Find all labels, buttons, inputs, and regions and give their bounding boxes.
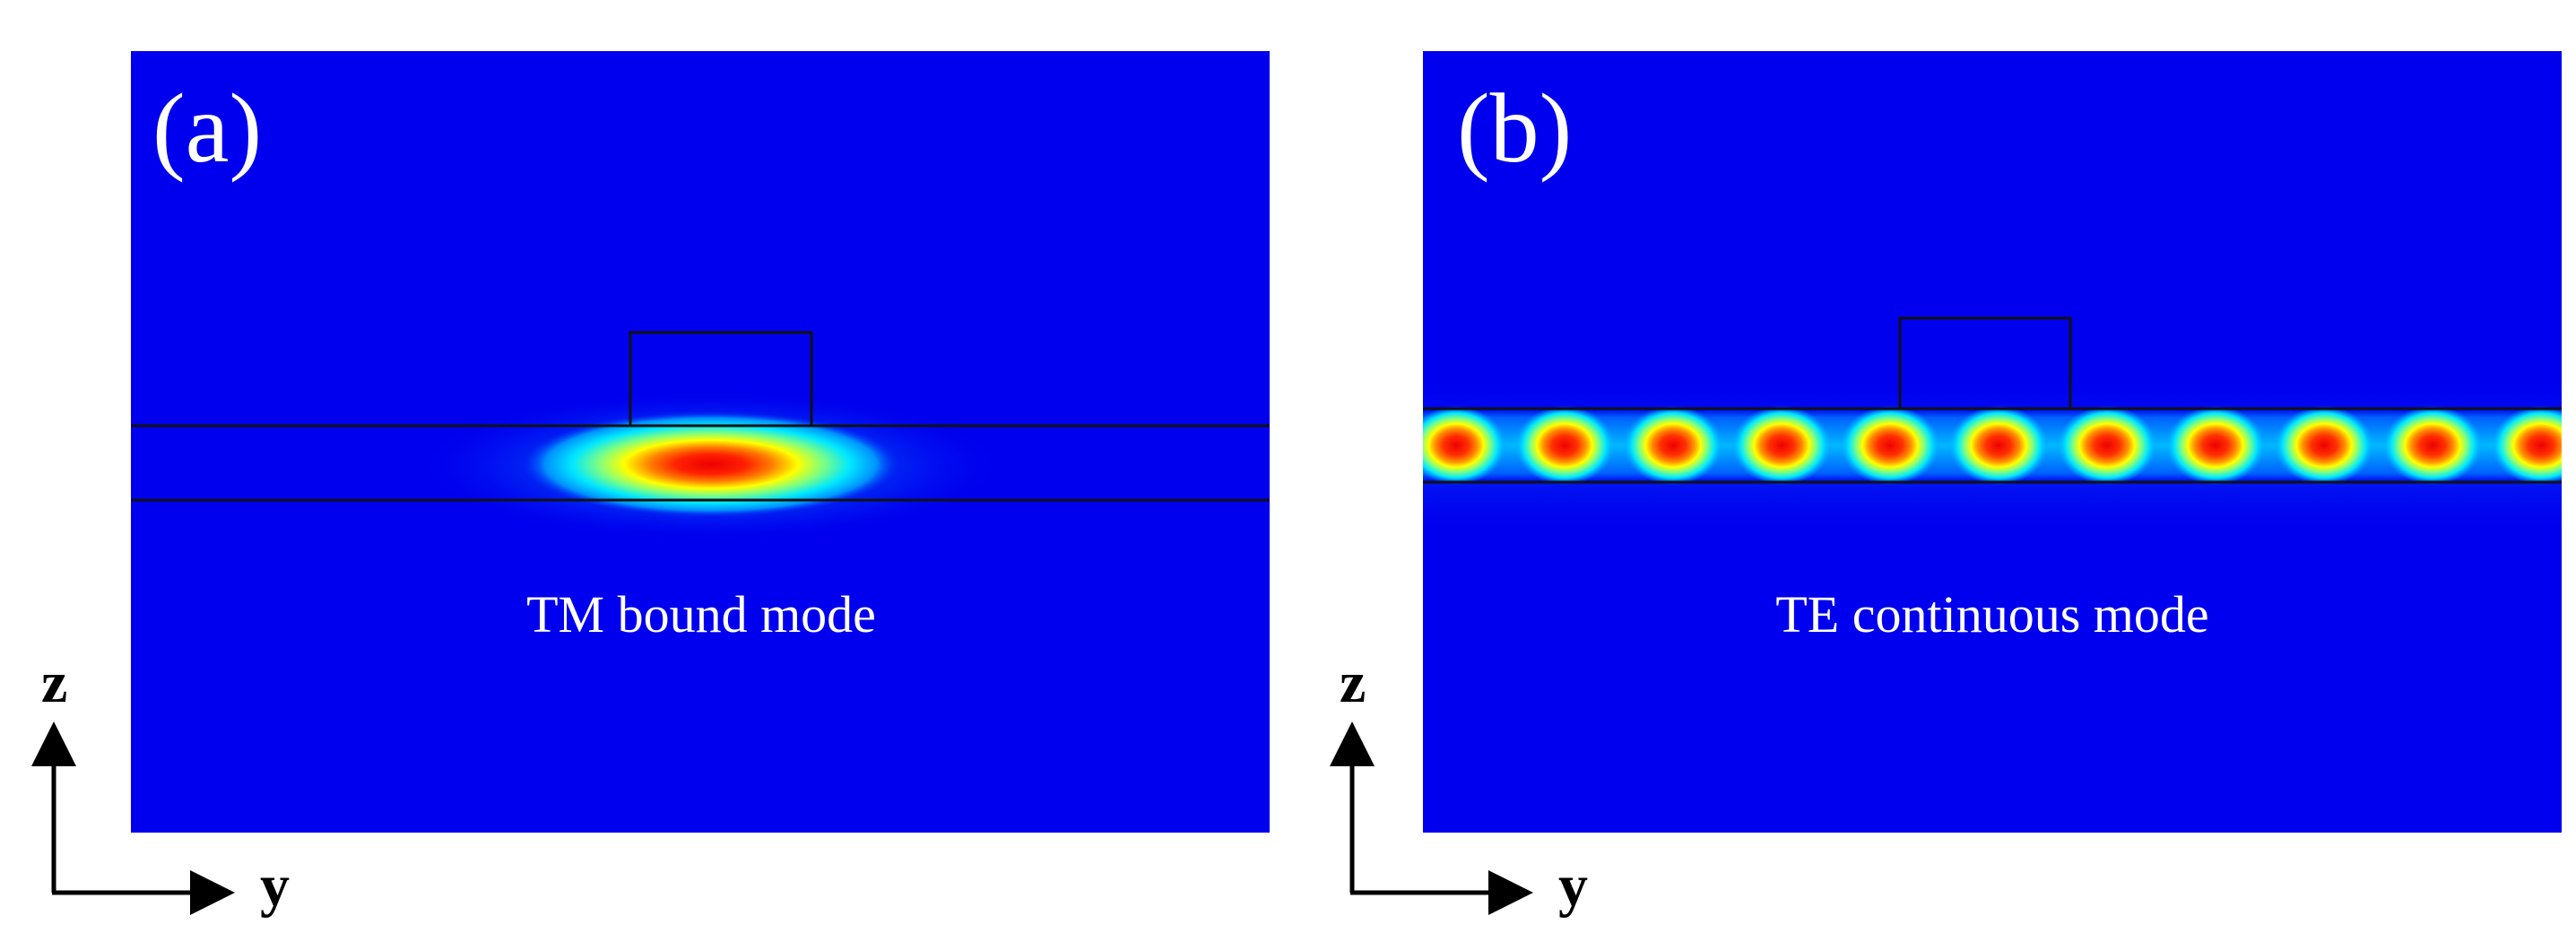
panel-b-mode-spot	[2382, 406, 2483, 485]
panel-b-mode-spot	[1948, 406, 2049, 485]
panel-a-ridge-outline	[629, 331, 813, 426]
panel-b: (b) TE continuous mode	[1423, 51, 2562, 833]
axes-b-y-label: y	[1558, 853, 1588, 919]
panel-b-ridge-outline	[1898, 316, 2072, 409]
panel-b-mode-spot	[1623, 406, 1723, 485]
axes-a-z-label: z	[41, 650, 67, 715]
panel-b-letter: (b)	[1457, 73, 1572, 183]
axes-a: z y	[31, 650, 290, 919]
panel-b-mode-spot	[2274, 406, 2374, 485]
axes-a-y-label: y	[260, 853, 290, 919]
panel-b-mode-spot	[1514, 406, 1615, 485]
panel-b-mode-spot	[2491, 406, 2562, 485]
panel-a-mode-hotspot	[518, 410, 904, 518]
panel-a-caption: TM bound mode	[526, 585, 876, 643]
axes-b-z-label: z	[1340, 650, 1366, 715]
panel-b-mode-spot	[1840, 406, 1940, 485]
panel-b-mode-spot	[2165, 406, 2266, 485]
panel-b-caption: TE continuous mode	[1775, 585, 2208, 643]
panel-b-mode-spots	[1423, 406, 2562, 485]
axes-b: z y	[1330, 650, 1588, 919]
panel-b-mode-spot	[1731, 406, 1832, 485]
panel-a-letter: (a)	[152, 73, 262, 183]
panel-a: (a) TM bound mode	[131, 51, 1270, 833]
panel-b-mode-spot	[1423, 406, 1506, 485]
panel-b-mode-spot	[2057, 406, 2157, 485]
